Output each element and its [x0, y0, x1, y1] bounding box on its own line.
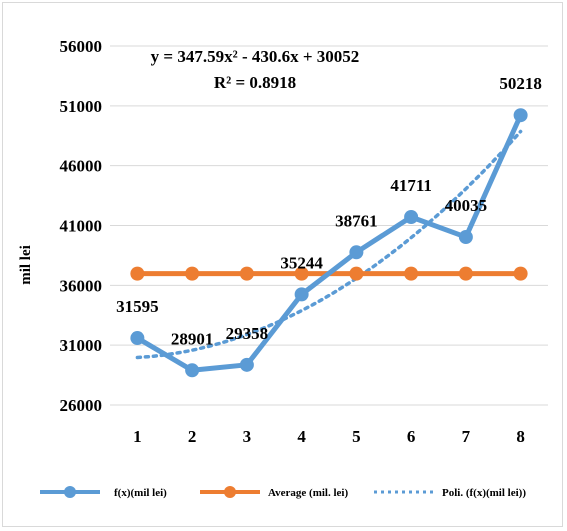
- data-label: 50218: [499, 74, 542, 93]
- data-label: 31595: [116, 297, 159, 316]
- data-labels: 31595 28901 29358 35244 38761 41711 40035 50218: [116, 74, 542, 348]
- data-label: 35244: [280, 253, 323, 272]
- legend: f(x)(mil lei) Average (mil. lei) Poli. (…: [40, 486, 526, 499]
- legend-marker-average: [224, 486, 236, 498]
- y-tick-label: 41000: [60, 217, 103, 236]
- x-tick-label: 3: [243, 427, 252, 446]
- average-point: [239, 266, 254, 281]
- fx-point: [349, 245, 364, 260]
- x-tick-label: 7: [462, 427, 471, 446]
- x-tick-label: 8: [516, 427, 525, 446]
- fx-point: [513, 108, 528, 123]
- series-line-fx: [136, 114, 523, 373]
- fx-point: [294, 287, 309, 302]
- data-label: 38761: [335, 211, 378, 230]
- x-tick-label: 5: [352, 427, 361, 446]
- r-squared-label: R² = 0.8918: [214, 73, 296, 92]
- trendline-poly: [135, 129, 523, 360]
- y-axis-label: mil lei: [18, 245, 34, 285]
- average-point: [294, 266, 309, 281]
- legend-label-average: Average (mil. lei): [268, 487, 348, 499]
- x-tick-label: 4: [297, 427, 306, 446]
- y-tick-label: 36000: [60, 276, 103, 295]
- legend-marker-fx: [64, 486, 76, 498]
- fx-point: [130, 331, 145, 346]
- average-point: [185, 266, 200, 281]
- chart-frame: [2, 2, 563, 527]
- fx-point: [458, 230, 473, 245]
- fx-point: [239, 357, 254, 372]
- data-label: 41711: [390, 176, 432, 195]
- fx-point: [404, 209, 419, 224]
- data-label: 29358: [226, 324, 269, 343]
- data-label: 28901: [171, 329, 214, 348]
- y-tick-label: 56000: [60, 37, 103, 56]
- average-point: [349, 266, 364, 281]
- trendline-equation: y = 347.59x² - 430.6x + 30052: [151, 47, 360, 66]
- series-layer: [130, 108, 528, 378]
- legend-label-fx: f(x)(mil lei): [114, 487, 167, 499]
- average-point: [130, 266, 145, 281]
- y-tick-label: 51000: [60, 97, 103, 116]
- average-point: [513, 266, 528, 281]
- gridlines: [110, 45, 548, 406]
- data-label: 40035: [445, 196, 488, 215]
- x-axis-ticks: 1 2 3 4 5 6 7 8: [133, 427, 525, 446]
- x-tick-label: 2: [188, 427, 197, 446]
- y-axis-ticks: 26000 31000 36000 41000 46000 51000 56000: [60, 37, 103, 415]
- y-tick-label: 26000: [60, 396, 103, 415]
- x-tick-label: 1: [133, 427, 142, 446]
- average-point: [404, 266, 419, 281]
- legend-label-poly: Poli. (f(x)(mil lei)): [442, 487, 526, 499]
- y-tick-label: 46000: [60, 157, 103, 176]
- fx-point: [185, 363, 200, 378]
- average-point: [458, 266, 473, 281]
- y-tick-label: 31000: [60, 336, 103, 355]
- x-tick-label: 6: [407, 427, 416, 446]
